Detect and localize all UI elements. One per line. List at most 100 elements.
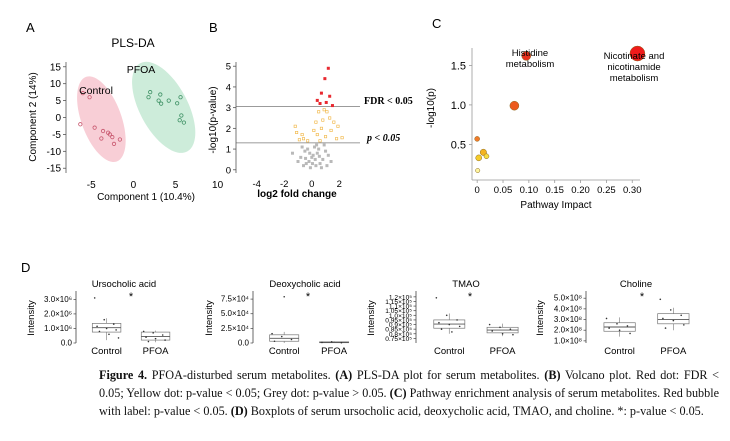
fdr-point: [318, 102, 322, 106]
box-point: [290, 338, 293, 341]
box-point: [283, 295, 286, 298]
pathway-bubble: [509, 100, 520, 111]
box-point: [164, 339, 166, 341]
p-point: [312, 128, 316, 132]
box-point: [435, 296, 438, 299]
pathway-y-tick-label: 1.0: [451, 100, 466, 112]
control-point: [78, 122, 83, 127]
box-point: [108, 333, 110, 336]
box-point: [112, 323, 115, 325]
control-point: [111, 141, 117, 146]
boxplot-title: TMAO: [452, 279, 479, 290]
box-point: [501, 332, 504, 335]
boxplot-category-label: Control: [434, 346, 465, 357]
grey-point: [307, 160, 311, 164]
pfoa-point: [177, 118, 182, 123]
grey-point: [290, 151, 294, 155]
pls-x-tick-label: 5: [173, 180, 179, 191]
grey-point: [304, 162, 308, 166]
box-point: [659, 298, 662, 301]
box-point: [629, 332, 631, 335]
box-point: [115, 329, 117, 331]
p-point: [332, 120, 336, 124]
pfoa-point: [166, 98, 171, 103]
pls-y-tick-label: 15: [50, 62, 62, 73]
pls-da-chart: PLS-DA Control PFOA -15 -10 -5 0 5 10 15 -5 0 5 10…: [28, 36, 224, 203]
pfoa-point: [175, 101, 180, 106]
box-point: [321, 341, 323, 344]
grey-point: [315, 151, 319, 155]
p-point: [314, 120, 318, 124]
pathway-x-tick-label: 0.15: [545, 185, 564, 196]
boxplot-title: Deoxycholic acid: [269, 279, 340, 290]
pathway-y-label: -log10(p): [426, 88, 437, 128]
boxplot-title: Ursocholic acid: [92, 279, 156, 290]
boxplot-y-tick-label: 2.0×10⁸: [554, 326, 582, 335]
control-point: [99, 136, 104, 141]
nicotinate-label-line2: nicotinamide: [607, 62, 660, 73]
fdr-point: [323, 77, 327, 81]
box-point: [445, 314, 448, 317]
box-point: [499, 326, 501, 329]
pathway-bubble: [474, 136, 480, 142]
boxplot-y-tick-label: 1.2×10⁵: [389, 294, 412, 301]
boxplot-category-label: Control: [269, 346, 300, 357]
box-point: [616, 323, 618, 325]
pls-y-tick-label: -5: [52, 130, 61, 141]
boxplot-2: TMAO* 0.75×10⁵0.8×10⁵0.85×10⁵0.9×10⁵0.95×…: [385, 279, 519, 357]
boxplot-y-tick-label: 0.75×10⁵: [385, 336, 412, 343]
caption-title: PFOA-disturbed serum metabolites.: [151, 368, 331, 382]
boxplot-y-label-4: Intensity: [535, 300, 546, 336]
grey-point: [329, 160, 333, 164]
pathway-y-tick-label: 1.5: [451, 60, 466, 72]
grey-point: [310, 155, 314, 159]
box-point: [96, 325, 98, 328]
box-point: [512, 333, 514, 336]
grey-point: [319, 166, 323, 170]
boxplot-y-tick-label: 5.0×10⁸: [554, 294, 582, 303]
pathway-y-tick-label: 0.5: [451, 139, 466, 151]
boxplot-y-tick-label: 0.95×10⁵: [385, 317, 412, 324]
significance-star: *: [306, 291, 311, 303]
control-point: [87, 95, 92, 100]
box-point: [664, 327, 667, 329]
box-point: [669, 309, 672, 311]
p-point: [340, 136, 344, 140]
volcano-y-tick-label: 2: [226, 124, 231, 135]
box-point: [93, 297, 96, 299]
p-point: [302, 137, 306, 141]
control-point: [107, 132, 112, 137]
p-point: [336, 124, 340, 128]
box-point: [438, 321, 440, 324]
significance-star: *: [129, 291, 134, 303]
volcano-y-tick-label: 4: [226, 82, 231, 93]
pls-x-tick-label: 10: [212, 180, 224, 191]
boxplot-y-tick-label: 1.0×10⁵: [389, 313, 412, 320]
control-point: [117, 137, 122, 142]
pathway-x-tick-label: 0.20: [571, 185, 590, 196]
boxplot-y-tick-label: 0.9×10⁵: [389, 322, 412, 329]
box-point: [147, 340, 150, 343]
boxplot-y-tick-label: 2.0×10⁶: [44, 309, 72, 318]
box-point: [117, 337, 120, 339]
box-point: [154, 337, 157, 340]
box-point: [608, 327, 610, 329]
grey-point: [296, 160, 300, 164]
box-point: [273, 340, 276, 343]
boxplot-y-tick-label: 2.5×10⁴: [221, 324, 250, 333]
grey-point: [310, 162, 314, 166]
pathway-x-tick-label: 0.05: [494, 185, 513, 196]
caption-c-text: Pathway enrichment analysis of serum met…: [99, 386, 720, 418]
p-point: [319, 126, 323, 130]
box-point: [448, 323, 451, 326]
boxplot-category-label: PFOA: [660, 346, 687, 357]
pls-y-tick-label: 0: [55, 113, 61, 124]
p-point: [335, 137, 339, 141]
boxplot-y-tick-label: 0.85×10⁵: [385, 327, 412, 334]
box-point: [456, 319, 458, 321]
pls-x-label: Component 1 (10.4%): [97, 192, 195, 203]
box-point: [145, 336, 147, 338]
fdr-point: [326, 66, 330, 70]
fdr-point: [319, 91, 323, 95]
